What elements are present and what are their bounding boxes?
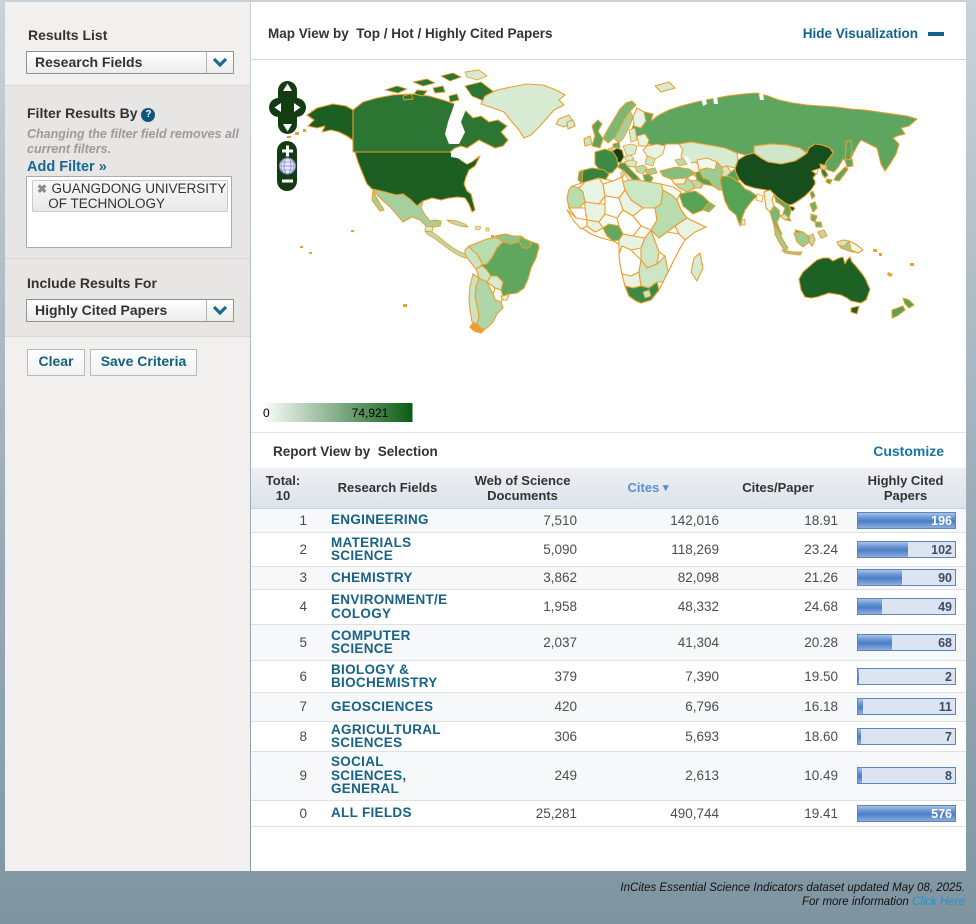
svg-text:0: 0 <box>263 406 270 420</box>
svg-text:74,921: 74,921 <box>352 406 389 420</box>
